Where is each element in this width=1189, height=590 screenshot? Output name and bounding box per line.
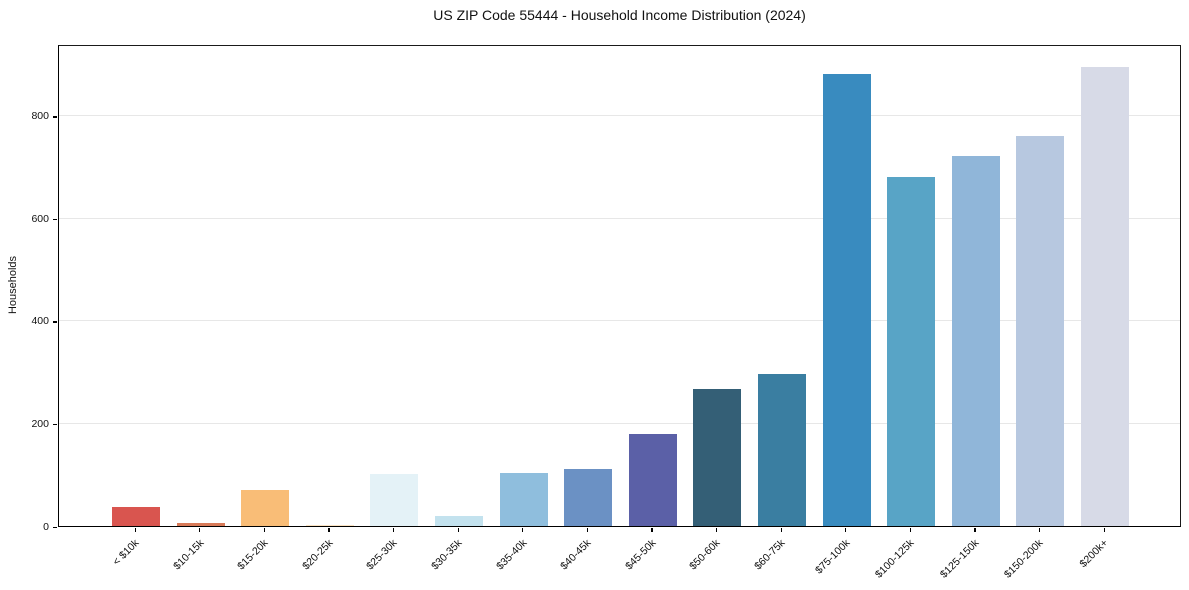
y-tick-label-400: 400 — [31, 315, 49, 328]
bar--150-200k — [1016, 135, 1065, 526]
bar--35-40k — [499, 473, 548, 526]
x-tick-mark-6 — [522, 528, 524, 532]
x-tick-mark-4 — [392, 528, 395, 532]
x-tick-mark-1 — [199, 528, 201, 532]
bar--50-60k — [693, 389, 742, 526]
bar--40-45k — [564, 468, 613, 526]
x-tick-mark-5 — [457, 528, 459, 532]
bar--10k — [112, 506, 160, 526]
bar--45-50k — [628, 433, 677, 526]
bar--20-25k — [305, 524, 354, 526]
x-tick-mark-0 — [134, 528, 136, 532]
x-tick-mark-12 — [909, 528, 912, 532]
gridline-800 — [59, 115, 1180, 117]
x-tick-mark-15 — [1103, 528, 1105, 532]
x-tick-mark-3 — [328, 528, 330, 532]
x-tick-mark-14 — [1038, 528, 1041, 532]
gridline-600 — [59, 217, 1180, 219]
gridline-400 — [59, 320, 1180, 322]
y-tick-mark-400 — [53, 321, 57, 323]
bar--75-100k — [822, 73, 871, 526]
bar--125-150k — [951, 155, 1000, 526]
plot-area — [58, 45, 1181, 527]
y-tick-label-0: 0 — [43, 520, 49, 533]
x-tick-label-0: < $10k — [110, 537, 142, 568]
bar--15-20k — [241, 490, 290, 526]
x-tick-mark-11 — [845, 528, 847, 532]
x-tick-mark-8 — [651, 528, 653, 532]
bar--25-30k — [370, 473, 419, 526]
x-tick-mark-9 — [715, 528, 718, 532]
gridline-200 — [59, 422, 1180, 424]
y-tick-mark-200 — [53, 423, 57, 426]
y-tick-label-200: 200 — [31, 417, 49, 430]
x-tick-mark-2 — [263, 528, 266, 532]
y-tick-mark-0 — [53, 526, 57, 528]
chart-title: US ZIP Code 55444 - Household Income Dis… — [433, 7, 806, 23]
y-tick-mark-600 — [53, 218, 57, 221]
y-tick-label-600: 600 — [31, 212, 49, 225]
x-tick-mark-7 — [586, 528, 589, 532]
x-tick-mark-13 — [974, 528, 976, 532]
y-tick-label-800: 800 — [31, 110, 49, 123]
bar--30-35k — [435, 516, 483, 526]
bar--10-15k — [176, 522, 225, 526]
bar--60-75k — [758, 374, 806, 526]
x-tick-mark-10 — [780, 528, 782, 532]
bar--200k- — [1081, 67, 1129, 526]
bar--100-125k — [887, 176, 936, 526]
y-tick-mark-800 — [53, 116, 57, 118]
